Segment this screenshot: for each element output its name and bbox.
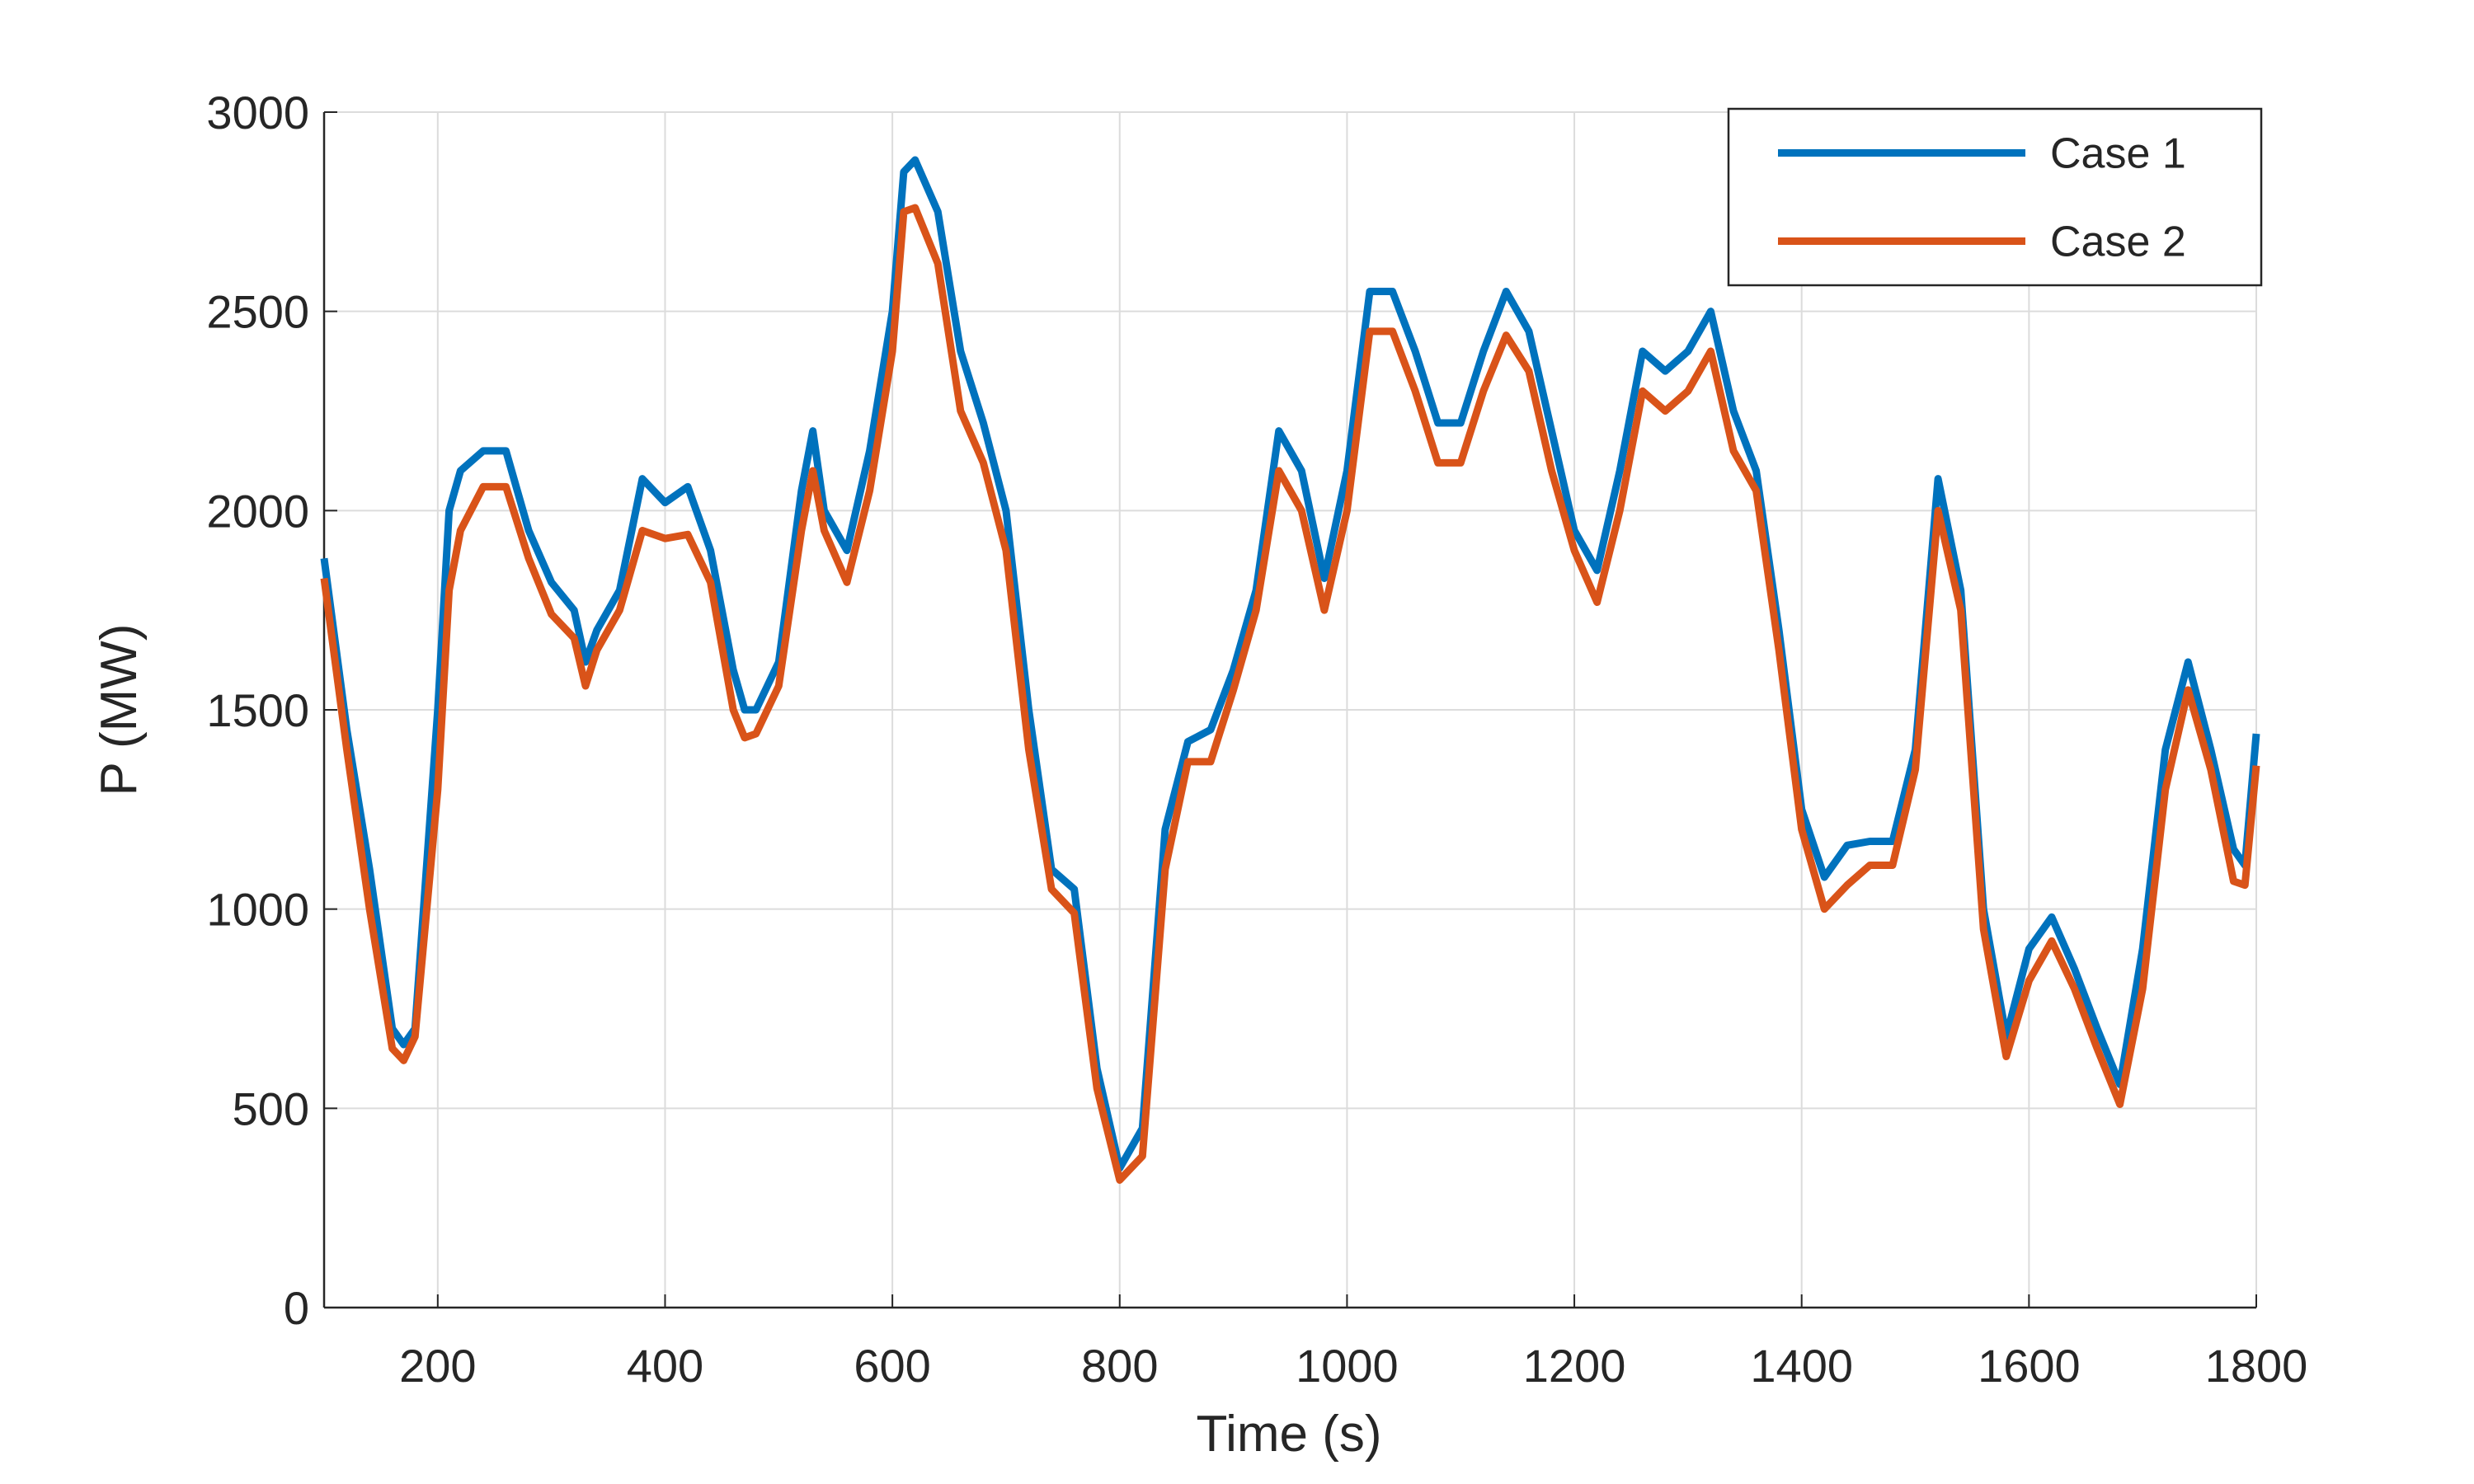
legend-label: Case 2 <box>2050 218 2186 266</box>
x-tick-label: 1000 <box>1296 1340 1399 1392</box>
x-tick-label: 1800 <box>2205 1340 2308 1392</box>
y-axis-label: P (MW) <box>91 624 148 796</box>
x-axis-label: Time (s) <box>1197 1406 1382 1463</box>
y-tick-label: 2500 <box>206 286 309 338</box>
data-line <box>320 204 2260 1184</box>
legend-label: Case 1 <box>2050 130 2186 178</box>
y-tick-label: 3000 <box>206 87 309 139</box>
x-tick-label: 1400 <box>1750 1340 1853 1392</box>
x-tick-label: 1600 <box>1978 1340 2081 1392</box>
x-tick-label: 1200 <box>1523 1340 1626 1392</box>
x-tick-label: 200 <box>399 1340 476 1392</box>
y-tick-label: 2000 <box>206 485 309 537</box>
x-tick-label: 400 <box>627 1340 703 1392</box>
y-tick-label: 1500 <box>206 684 309 736</box>
y-tick-label: 0 <box>284 1282 309 1334</box>
x-tick-label: 800 <box>1081 1340 1158 1392</box>
x-tick-label: 600 <box>854 1340 930 1392</box>
y-tick-label: 1000 <box>206 884 309 936</box>
legend-box <box>1727 107 2263 287</box>
y-tick-label: 500 <box>233 1082 309 1134</box>
legend: Case 1 Case 2 <box>1727 107 2263 287</box>
